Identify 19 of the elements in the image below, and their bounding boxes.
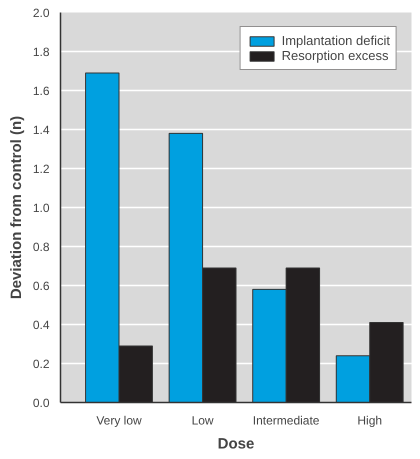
y-tick-label: 0.0 (32, 396, 50, 410)
x-tick-label: High (357, 414, 382, 428)
y-tick-label: 1.6 (32, 84, 50, 98)
legend-label: Resorption excess (282, 48, 389, 63)
y-tick-label: 0.6 (32, 279, 50, 293)
x-tick-label: Intermediate (252, 414, 320, 428)
y-tick-label: 0.4 (32, 318, 50, 332)
y-tick-label: 1.8 (32, 45, 50, 59)
legend-label: Implantation deficit (282, 33, 390, 48)
y-tick-label: 1.0 (32, 201, 50, 215)
y-tick-label: 0.2 (32, 357, 50, 371)
y-tick-label: 1.2 (32, 162, 50, 176)
x-tick-label: Very low (96, 414, 142, 428)
y-tick-label: 0.8 (32, 240, 50, 254)
x-axis-title: Dose (218, 436, 254, 452)
y-axis-title: Deviation from control (n) (8, 116, 25, 300)
y-tick-label: 2.0 (32, 6, 50, 20)
x-tick-label: Low (192, 414, 214, 428)
y-tick-label: 1.4 (32, 123, 50, 137)
